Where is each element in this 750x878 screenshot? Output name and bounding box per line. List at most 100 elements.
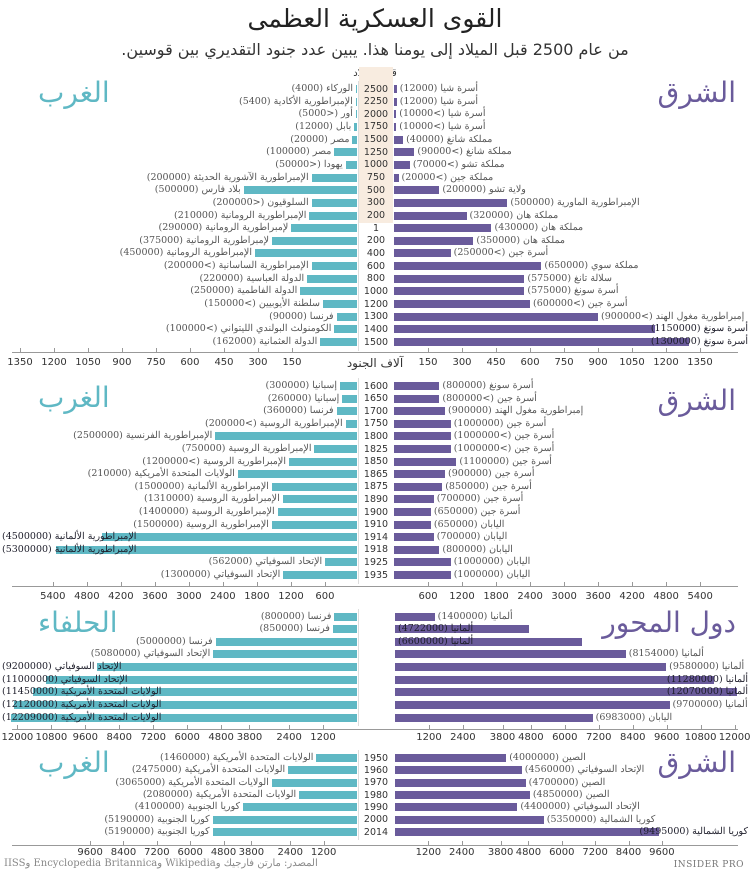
label-east: الصين (4000000) bbox=[509, 752, 586, 763]
axis-tick bbox=[462, 582, 464, 587]
axis-tick bbox=[85, 725, 87, 730]
label-west: مصر (100000) bbox=[266, 146, 332, 158]
chart-title: القوى العسكرية العظمى bbox=[247, 4, 503, 33]
year-label: 1914 bbox=[363, 531, 389, 543]
bar-east bbox=[394, 419, 451, 428]
label-west: كوريا الجنوبية (4100000) bbox=[134, 801, 241, 813]
bar-east bbox=[395, 713, 593, 722]
tick-label: 2400 bbox=[277, 847, 303, 858]
tick-label: 3800 bbox=[489, 732, 516, 743]
side-title-right: دول المحور bbox=[602, 606, 736, 639]
bar-east bbox=[394, 457, 457, 466]
axis-tick bbox=[598, 582, 600, 587]
label-east: إمبراطورية مغول الهند (>900000) bbox=[601, 310, 745, 322]
axis-tick bbox=[500, 841, 502, 846]
axis-tick bbox=[156, 841, 158, 846]
label-east: الصين (4850000) bbox=[532, 789, 610, 801]
label-east: ألمانيا (9700000) bbox=[672, 699, 748, 711]
bar-west bbox=[322, 300, 357, 309]
bar-east bbox=[394, 558, 451, 567]
label-west: إسبانيا (260000) bbox=[267, 392, 340, 404]
tick-label: 2400 bbox=[517, 591, 543, 602]
tick-label: 1200 bbox=[449, 591, 475, 602]
tick-label: 3800 bbox=[236, 732, 263, 743]
axis-tick bbox=[323, 841, 325, 846]
label-west: الإمبراطورية الساسانية (>200000) bbox=[163, 260, 309, 272]
label-west: الإمبراطورية الرومانية (210000) bbox=[174, 209, 307, 221]
bar-east bbox=[394, 97, 397, 106]
bar-west bbox=[45, 675, 357, 684]
label-west: الإمبراطورية الفرنسية (2500000) bbox=[73, 430, 213, 442]
label-east: أسرة جين (650000) bbox=[433, 506, 521, 517]
tick-label: 2400 bbox=[450, 732, 476, 743]
axis-tick bbox=[87, 348, 89, 353]
label-east: أسرة جين (900000) bbox=[448, 468, 535, 480]
bar-east bbox=[394, 495, 434, 504]
tick-label: 4800 bbox=[515, 847, 542, 858]
side-title-right: الشرق bbox=[657, 746, 736, 779]
label-west: الولايات المتحدة الأمريكية (12120000) bbox=[2, 699, 162, 711]
label-west: الولايات المتحدة الأمريكية (2080000) bbox=[142, 789, 297, 801]
year-label: 2500 bbox=[363, 83, 389, 95]
tick-label: 600 bbox=[180, 357, 200, 368]
label-east: كوريا الشمالية (9495000) bbox=[639, 826, 748, 838]
axis-tick bbox=[502, 725, 504, 730]
year-label: 1000 bbox=[363, 285, 389, 297]
bar-west bbox=[311, 198, 357, 207]
bar-east bbox=[395, 675, 715, 684]
axis-tick bbox=[628, 841, 630, 846]
bar-east bbox=[395, 663, 667, 672]
bar-west bbox=[354, 122, 357, 131]
bar-west bbox=[271, 482, 357, 491]
axis-tick bbox=[496, 582, 498, 587]
bar-west bbox=[299, 791, 357, 800]
x-axis-line bbox=[12, 352, 738, 353]
tick-label: 3600 bbox=[585, 591, 611, 602]
bar-east bbox=[394, 533, 434, 542]
bar-east bbox=[394, 482, 443, 491]
year-label: 2014 bbox=[363, 826, 389, 838]
label-west: الإمبراطورية الروسية (1400000) bbox=[138, 506, 275, 517]
tick-label: 3600 bbox=[142, 591, 168, 602]
bar-east bbox=[395, 778, 526, 787]
bar-west bbox=[339, 382, 357, 390]
label-west: فرنسا (850000) bbox=[259, 623, 330, 635]
bar-west bbox=[311, 262, 357, 271]
year-label: 1 bbox=[372, 222, 380, 234]
label-east: ألمانيا (6600000) bbox=[398, 635, 474, 647]
year-label: 1400 bbox=[363, 323, 389, 335]
tick-label: 1050 bbox=[619, 357, 645, 368]
tick-label: 1200 bbox=[310, 847, 337, 858]
label-east: أسرة جين (>800000) bbox=[442, 392, 537, 404]
year-label: 1950 bbox=[363, 752, 389, 764]
label-east: أسرة جين (850000) bbox=[445, 480, 532, 492]
label-west: الإتحاد السوفياتي (5080000) bbox=[90, 648, 211, 660]
tick-label: 1050 bbox=[75, 357, 101, 368]
label-east: أسرة جين (>600000) bbox=[533, 298, 628, 310]
bar-west bbox=[345, 419, 357, 428]
label-west: الإمبراطورية الروسية (1500000) bbox=[133, 518, 269, 530]
label-east: مملكة شانغ (>90000) bbox=[417, 146, 512, 158]
bar-east bbox=[394, 407, 446, 416]
label-west: الإتحاد السوفياتي (11000000) bbox=[2, 673, 128, 685]
axis-tick bbox=[700, 582, 702, 587]
bar-west bbox=[277, 508, 357, 516]
label-west: الإمبراطورية الألمانية (5300000) bbox=[2, 543, 137, 555]
tick-label: 9600 bbox=[72, 732, 99, 743]
year-label: 1900 bbox=[363, 506, 389, 518]
tick-label: 1200 bbox=[278, 591, 304, 602]
axis-tick bbox=[734, 725, 736, 730]
bar-east bbox=[394, 445, 451, 453]
axis-tick bbox=[632, 725, 634, 730]
year-label: 2000 bbox=[363, 108, 389, 120]
tick-label: 1200 bbox=[41, 357, 67, 368]
label-west: الإمبراطورية الألمانية (1500000) bbox=[134, 480, 269, 492]
bar-west bbox=[320, 338, 357, 346]
bar-east bbox=[395, 791, 530, 800]
axis-tick bbox=[462, 348, 463, 353]
label-west: الدولة العباسية (220000) bbox=[199, 272, 305, 284]
tick-label: 4800 bbox=[210, 847, 237, 858]
axis-tick bbox=[19, 348, 21, 353]
axis-tick bbox=[324, 582, 326, 587]
axis-tick bbox=[530, 348, 532, 353]
